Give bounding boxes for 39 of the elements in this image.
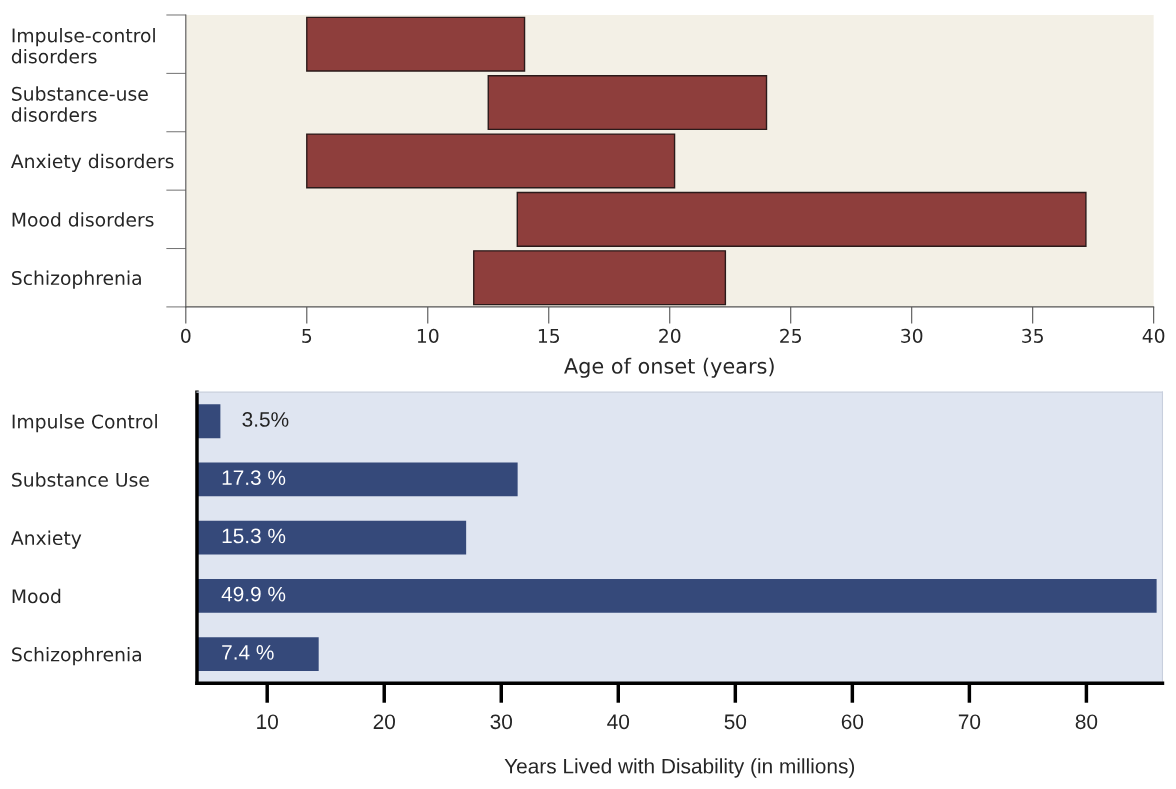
annotation: 7.4 % [222, 645, 274, 660]
y-tick-label: Schizophrenia [12, 270, 141, 289]
x-tick-label: 15 [538, 329, 560, 343]
annotation: 3.5% [242, 412, 289, 427]
y-tick-label: Impulse Control [12, 414, 157, 433]
y-tick-label: Anxiety [11, 530, 82, 549]
annotation: 49.9 % [221, 586, 286, 602]
x-tick-label: 35 [1022, 328, 1043, 343]
bar [487, 75, 768, 131]
bar [516, 191, 1087, 247]
annotation: 15.3 % [222, 528, 286, 544]
x-tick-label: 5 [302, 329, 312, 343]
x-tick-label: 60 [841, 714, 864, 730]
x-tick-label: 40 [607, 714, 630, 730]
x-tick-label: 10 [257, 714, 278, 730]
x-tick-label: 50 [724, 714, 747, 730]
x-tick-label: 10 [417, 328, 439, 343]
y-tick-label: Substance Use [12, 472, 149, 487]
x-tick-label: 25 [780, 328, 801, 343]
y-tick-label: Impulse-control disorders [11, 27, 155, 64]
x-tick-label: 30 [901, 328, 923, 343]
x-tick-label: 20 [373, 714, 395, 730]
bar [473, 250, 727, 306]
x-tick-label: 40 [1142, 328, 1165, 343]
x-axis-title: Years Lived with Disability (in millions) [504, 758, 855, 778]
y-tick-label: Substance-use disorders [11, 86, 148, 122]
annotation: 17.3 % [222, 470, 286, 486]
x-tick-label: 30 [490, 714, 513, 730]
y-tick-label: Mood disorders [12, 212, 154, 227]
x-tick-label: 20 [659, 328, 681, 343]
bar [306, 16, 526, 72]
x-tick-label: 0 [181, 328, 191, 343]
y-tick-label: Anxiety disorders [10, 153, 174, 172]
x-tick-label: 80 [1075, 714, 1098, 730]
bar [306, 133, 676, 189]
y-tick-label: Schizophrenia [12, 647, 141, 666]
x-axis-title: Age of onset (years) [564, 357, 774, 378]
x-tick-label: 70 [958, 714, 981, 730]
y-tick-label: Mood [12, 588, 61, 604]
